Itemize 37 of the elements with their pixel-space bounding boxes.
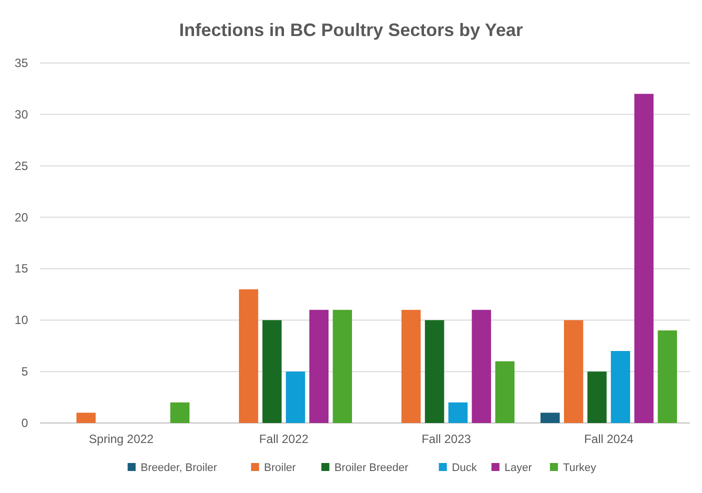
legend-label: Breeder, Broiler (140, 462, 218, 474)
y-tick-label: 10 (14, 313, 28, 328)
bar (540, 412, 560, 423)
x-tick-label: Fall 2023 (422, 432, 472, 446)
bar (309, 310, 329, 423)
bar (587, 372, 607, 423)
y-tick-label: 0 (21, 416, 28, 430)
bar (238, 289, 258, 423)
bar (658, 330, 677, 423)
bar (472, 310, 492, 423)
bar (332, 310, 352, 423)
bar (401, 310, 421, 423)
bar (170, 402, 190, 423)
y-tick-label: 5 (21, 364, 28, 379)
x-tick-label: Fall 2022 (259, 432, 309, 446)
bar (448, 402, 468, 423)
x-tick-label: Spring 2022 (88, 432, 154, 446)
legend-label: Layer (504, 462, 532, 474)
legend-label: Turkey (562, 462, 597, 474)
legend-label: Broiler (264, 462, 296, 474)
chart-title: Infections in BC Poultry Sectors by Year (179, 20, 523, 40)
legend-label: Duck (452, 462, 478, 474)
y-tick-label: 15 (14, 262, 28, 276)
bar (495, 361, 514, 423)
x-tick-label: Fall 2024 (584, 432, 634, 446)
y-tick-label: 35 (14, 56, 28, 70)
bar (610, 351, 630, 423)
bar (634, 94, 654, 423)
bar (76, 412, 96, 423)
bar (424, 320, 444, 423)
y-tick-label: 20 (14, 210, 28, 224)
bar (262, 320, 282, 423)
legend-label: Broiler Breeder (334, 462, 409, 474)
y-tick-label: 25 (14, 158, 28, 173)
bar (286, 372, 306, 423)
y-tick-label: 30 (14, 107, 28, 122)
bar (564, 320, 584, 423)
